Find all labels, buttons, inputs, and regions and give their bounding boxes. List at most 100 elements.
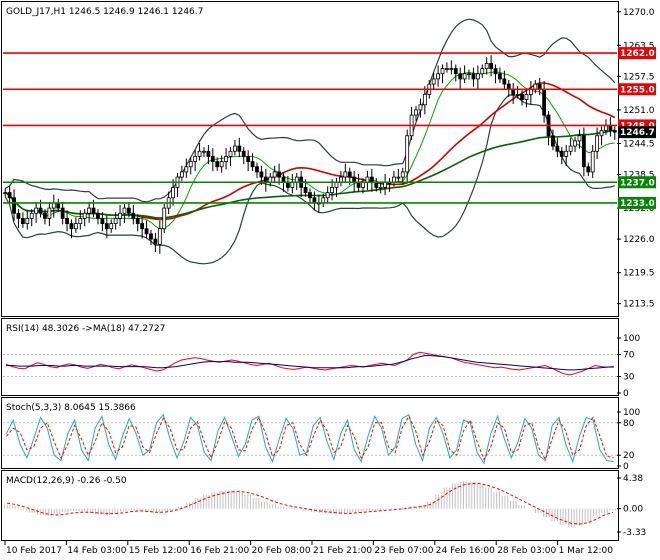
candle-body <box>157 228 162 245</box>
candle-body <box>493 68 498 75</box>
macd-title: MACD(12,26,9) -0.26 -0.50 <box>6 476 127 486</box>
candle-body <box>449 68 454 70</box>
candle-body <box>484 63 489 69</box>
candle-body <box>162 207 167 230</box>
stoch-title: Stoch(5,3,3) 8.0645 15.3866 <box>6 403 136 413</box>
price-tick-label: 1219.5 <box>623 269 655 279</box>
current-price-tag <box>618 126 656 139</box>
time-tick-label: 10 Feb 2017 <box>6 546 62 556</box>
candle-body <box>193 156 198 162</box>
candle-body <box>96 212 100 219</box>
candle-body <box>171 187 175 199</box>
candle-body <box>343 171 348 178</box>
price-tick-label: 1226.0 <box>623 235 655 245</box>
candle-body <box>400 171 405 178</box>
support-level-label: 1233.0 <box>620 199 655 209</box>
resistance-level-label: 1255.0 <box>620 85 655 95</box>
price-panel-frame <box>1 1 619 317</box>
candle-body <box>153 238 158 245</box>
candle-body <box>577 135 582 142</box>
stoch-panel-frame <box>1 397 619 469</box>
candle-body <box>308 192 312 199</box>
candle-body <box>135 218 140 224</box>
candle-body <box>197 150 202 157</box>
candle-body <box>131 212 136 219</box>
candle-body <box>422 94 427 106</box>
candle-body <box>325 192 330 199</box>
candle-body <box>228 150 233 157</box>
candle-body <box>237 145 242 152</box>
axes: 1270.0 1263.5 1257.5 1251.0 1244.5 1238.5 1232… <box>4 8 656 556</box>
candle-body <box>60 207 65 219</box>
stoch-tick-label: 20 <box>623 451 635 461</box>
time-tick-label: 20 Feb 08:00 <box>252 546 311 556</box>
candle-body <box>16 212 21 219</box>
candle-body <box>612 130 617 133</box>
candle-body <box>502 78 507 85</box>
candle-body <box>109 223 114 230</box>
candle-body <box>149 233 153 240</box>
candle-body <box>104 223 109 230</box>
rsi-tick-label: 100 <box>623 334 640 344</box>
candle-body <box>25 218 30 224</box>
candle-body <box>12 197 16 214</box>
time-tick-label: 24 Feb 16:00 <box>436 546 495 556</box>
candle-body <box>475 73 480 80</box>
price-tick-label: 1244.5 <box>623 140 655 150</box>
time-tick-label: 14 Feb 03:00 <box>67 546 126 556</box>
candle-body <box>118 212 122 219</box>
candle-body <box>215 161 220 168</box>
candle-body <box>202 150 206 153</box>
macd-tick-label: 4.38 <box>623 474 643 484</box>
candle-body <box>555 145 560 152</box>
time-tick-label: 1 Mar 12:00 <box>559 546 614 556</box>
price-tick-label: 1232.0 <box>623 204 655 214</box>
candle-body <box>458 73 463 80</box>
candle-body <box>480 68 485 75</box>
candle-body <box>29 212 34 219</box>
stochastic-plot <box>3 413 617 465</box>
candle-body <box>246 156 251 162</box>
rsi-plot <box>3 351 617 377</box>
candle-body <box>272 171 277 178</box>
candle-body <box>542 88 547 116</box>
candle-body <box>303 187 308 193</box>
price-tick-label: 1213.5 <box>623 300 655 310</box>
candle-body <box>347 171 352 178</box>
candle-body <box>259 171 264 178</box>
candle-body <box>188 161 193 168</box>
price-tick-label: 1270.0 <box>623 8 655 18</box>
rsi-tick-label: 30 <box>623 373 635 383</box>
price-tick-label: 1257.5 <box>623 72 655 82</box>
support-level-label: 1237.0 <box>620 178 655 188</box>
candle-body <box>206 150 211 157</box>
macd-tick-label: 0.00 <box>623 505 643 515</box>
candle-body <box>91 207 96 214</box>
candle-body <box>65 218 69 224</box>
candle-body <box>568 145 573 152</box>
candle-body <box>3 192 8 194</box>
candle-body <box>418 104 423 111</box>
price-tick-label: 1263.5 <box>623 41 655 51</box>
candle-body <box>590 150 595 173</box>
stoch-tick-label: 100 <box>623 408 640 418</box>
candle-body <box>595 135 600 152</box>
stoch-tick-label: 0 <box>623 462 629 472</box>
candle-body <box>7 192 12 199</box>
candle-body <box>87 207 92 214</box>
candle-body <box>241 150 246 157</box>
resistance-level-tag <box>618 83 656 96</box>
candle-body <box>586 166 591 173</box>
candle-body <box>573 140 577 147</box>
candle-body <box>524 94 529 100</box>
candle-body <box>179 171 184 178</box>
resistance-level-label: 1262.0 <box>620 49 655 59</box>
candle-body <box>113 218 118 224</box>
time-tick-label: 28 Feb 03:00 <box>497 546 556 556</box>
candle-body <box>126 207 131 214</box>
stoch-tick-label: 80 <box>623 419 635 429</box>
candle-body <box>255 166 259 173</box>
candle-body <box>559 150 564 157</box>
candle-body <box>551 135 555 147</box>
candle-body <box>122 207 127 214</box>
